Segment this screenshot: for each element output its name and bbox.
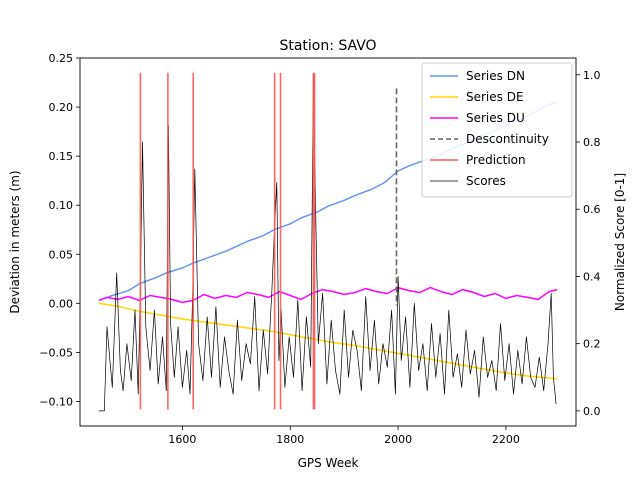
series-line-series-du xyxy=(98,286,558,304)
y2-axis-label: Normalized Score [0-1] xyxy=(613,173,627,311)
x-axis: 1600 1800 2000 2200 xyxy=(168,426,520,446)
legend-label: Series DN xyxy=(466,69,525,83)
legend-label: Series DE xyxy=(466,90,524,104)
y2-tick-label: 0.4 xyxy=(583,270,601,283)
y2-tick-label: 1.0 xyxy=(583,69,601,82)
y-tick-label: 0.05 xyxy=(49,248,74,261)
y-tick-label: 0.15 xyxy=(49,150,74,163)
y2-tick-label: 0.0 xyxy=(583,405,601,418)
chart-title: Station: SAVO xyxy=(279,38,376,54)
legend-label: Prediction xyxy=(466,153,526,167)
y-axis-label: Deviation in meters (m) xyxy=(8,170,22,313)
x-tick-label: 2000 xyxy=(384,433,412,446)
legend-label: Scores xyxy=(466,174,506,188)
y-tick-label: 0.00 xyxy=(49,297,74,310)
y-tick-label: 0.20 xyxy=(49,101,74,114)
legend-label: Descontinuity xyxy=(466,132,549,146)
legend-box xyxy=(421,62,573,198)
y-axis-left: −0.10 −0.05 0.00 0.05 0.10 0.15 0.20 0.25 xyxy=(39,52,80,408)
y-tick-label: −0.05 xyxy=(39,346,73,359)
legend: Series DN Series DE Series DU Descontinuity… xyxy=(421,62,573,198)
y2-tick-label: 0.2 xyxy=(583,338,601,351)
y-tick-label: 0.10 xyxy=(49,199,74,212)
x-tick-label: 1600 xyxy=(168,433,196,446)
legend-label: Series DU xyxy=(466,111,525,125)
y2-tick-label: 0.6 xyxy=(583,203,601,216)
y-axis-right: 0.0 0.2 0.4 0.6 0.8 1.0 xyxy=(576,69,601,418)
x-tick-label: 1800 xyxy=(276,433,304,446)
series-layer xyxy=(98,72,558,412)
series-line-series-de xyxy=(98,302,558,380)
x-axis-label: GPS Week xyxy=(298,456,359,470)
series-line-scores xyxy=(98,74,557,412)
plot-frame xyxy=(79,57,577,427)
x-tick-label: 2200 xyxy=(492,433,520,446)
y-tick-label: 0.25 xyxy=(49,52,74,65)
y-tick-label: −0.10 xyxy=(39,395,73,408)
y2-tick-label: 0.8 xyxy=(583,136,601,149)
